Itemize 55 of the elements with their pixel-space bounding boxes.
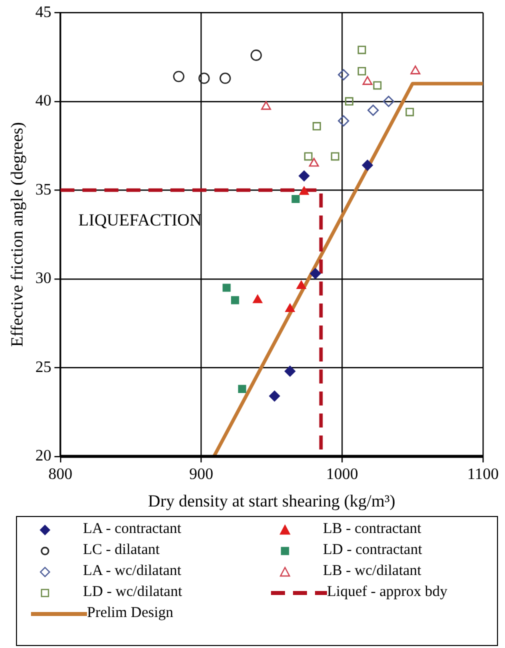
point — [299, 186, 309, 195]
point — [358, 46, 366, 54]
legend-label: LA - contractant — [83, 521, 182, 538]
point — [310, 268, 321, 280]
point — [312, 122, 321, 130]
point — [238, 384, 246, 393]
annotation: LIQUEFACTION — [78, 210, 202, 230]
x-tick-label: 1100 — [467, 466, 499, 484]
point — [261, 101, 272, 110]
point — [285, 304, 295, 312]
point — [296, 280, 306, 289]
y-tick-label: 35 — [35, 181, 52, 198]
x-tick-label: 800 — [48, 466, 72, 484]
point — [367, 104, 379, 116]
point — [344, 97, 354, 106]
y-tick-label: 45 — [35, 4, 52, 21]
point — [358, 66, 366, 76]
point — [373, 81, 382, 90]
point — [330, 152, 340, 161]
point — [220, 72, 231, 84]
y-tick-label: 40 — [35, 92, 52, 110]
x-tick-label: 1000 — [326, 466, 358, 484]
point — [362, 76, 372, 85]
point — [284, 366, 296, 377]
point — [308, 158, 319, 167]
legend-label: LB - contractant — [323, 521, 422, 538]
y-axis-title: Effective friction angle (degrees) — [8, 122, 27, 347]
point — [406, 108, 414, 116]
point — [304, 152, 313, 161]
point — [222, 284, 231, 292]
point — [292, 194, 300, 204]
point — [338, 69, 350, 80]
point — [252, 294, 262, 304]
point — [269, 390, 280, 402]
point — [298, 170, 310, 182]
point — [382, 96, 394, 108]
y-tick-label: 25 — [35, 358, 52, 376]
y-tick-label: 30 — [35, 270, 52, 288]
point — [338, 115, 350, 127]
y-tick-label: 20 — [35, 448, 52, 465]
point — [231, 296, 240, 304]
point — [410, 66, 420, 74]
x-axis-title: Dry density at start shearing (kg/m³) — [148, 491, 396, 510]
point — [198, 72, 210, 84]
legend-label: Liquef - approx bdy — [327, 584, 448, 601]
point — [362, 160, 373, 171]
point — [173, 70, 184, 82]
point — [250, 50, 262, 61]
legend-label: LD - contractant — [323, 542, 422, 559]
legend-label: LB - wc/dilatant — [323, 563, 422, 580]
x-tick-label: 900 — [189, 466, 214, 484]
legend-label: LA - wc/dilatant — [83, 563, 182, 580]
legend-label: LC - dilatant — [83, 542, 160, 559]
legend-label: LD - wc/dilatant — [83, 584, 182, 601]
legend-label: Prelim Design — [87, 605, 174, 622]
